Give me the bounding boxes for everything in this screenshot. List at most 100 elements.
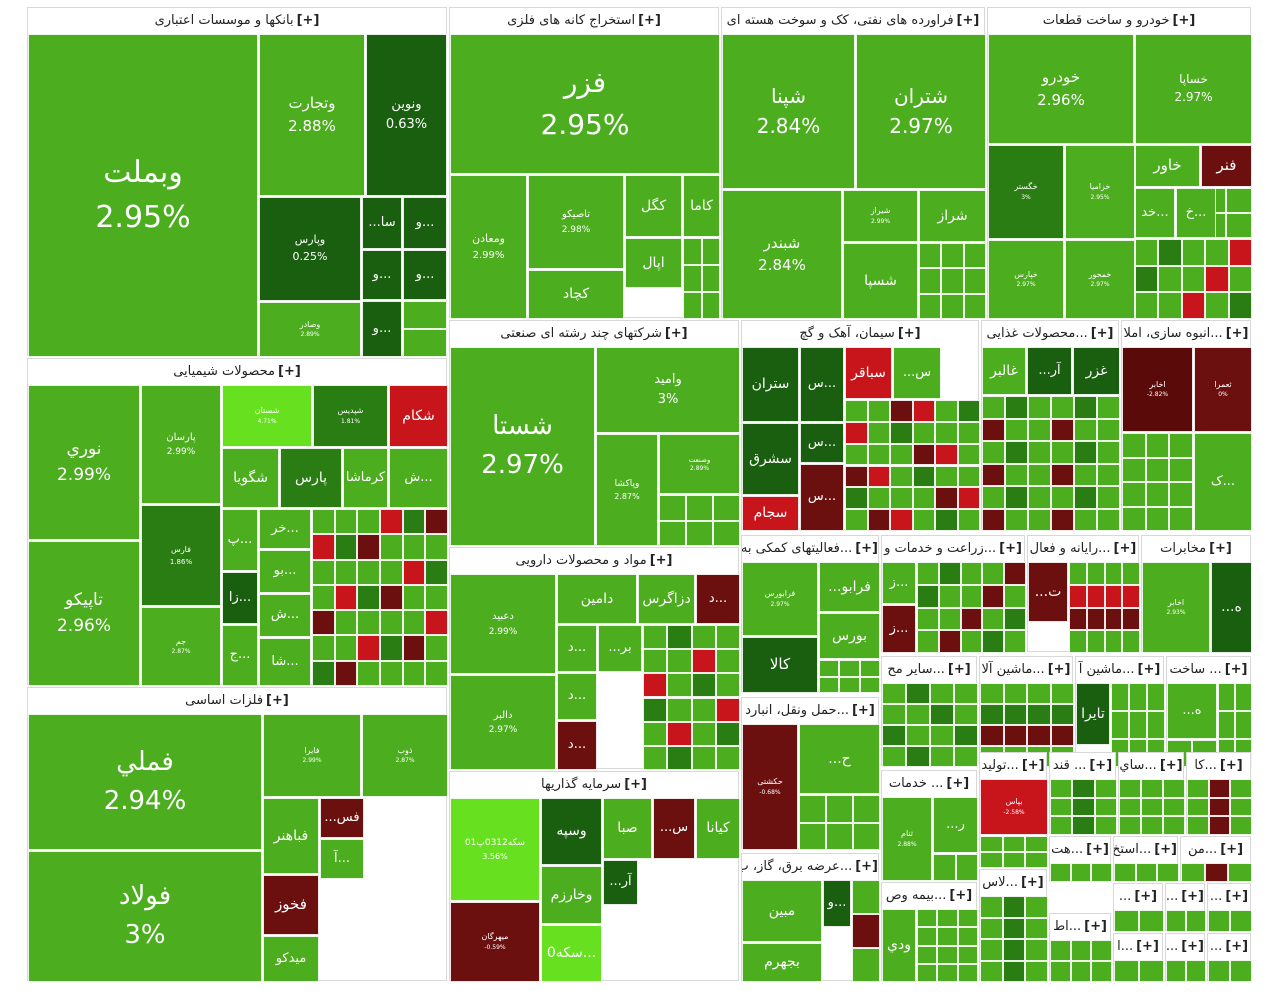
expand-icon[interactable]: [+] <box>638 13 661 28</box>
small-tile[interactable] <box>1104 584 1123 608</box>
small-tile[interactable] <box>1230 960 1252 982</box>
small-tile[interactable] <box>1074 486 1097 509</box>
small-tile[interactable] <box>1069 584 1087 608</box>
small-tile[interactable] <box>1091 863 1112 882</box>
small-tile[interactable] <box>954 704 978 725</box>
small-tile[interactable] <box>667 721 692 746</box>
small-tile[interactable] <box>1050 940 1071 961</box>
small-tile[interactable] <box>334 610 358 636</box>
small-tile[interactable] <box>957 927 978 946</box>
stock-tile[interactable]: شراز <box>919 190 986 242</box>
small-tile[interactable] <box>930 683 954 704</box>
small-tile[interactable] <box>957 963 978 982</box>
small-tile[interactable] <box>917 927 938 946</box>
small-tile[interactable] <box>1069 630 1087 653</box>
small-tile[interactable] <box>912 509 935 531</box>
stock-tile[interactable]: سشرق <box>742 423 799 495</box>
small-tile[interactable] <box>1111 711 1129 739</box>
small-tile[interactable] <box>1163 816 1185 835</box>
small-tile[interactable] <box>667 625 692 650</box>
small-tile[interactable] <box>930 725 954 746</box>
small-tile[interactable] <box>1025 960 1048 982</box>
expand-icon[interactable]: [+] <box>1219 758 1243 773</box>
small-tile[interactable] <box>1230 779 1252 798</box>
small-tile[interactable] <box>982 607 1005 631</box>
small-tile[interactable] <box>1028 486 1051 509</box>
expand-icon[interactable]: [+] <box>1225 326 1249 341</box>
stock-tile[interactable]: ودي <box>882 909 916 982</box>
small-tile[interactable] <box>1135 265 1159 293</box>
small-tile[interactable] <box>957 421 980 444</box>
small-tile[interactable] <box>1086 562 1105 585</box>
small-tile[interactable] <box>982 508 1005 531</box>
stock-tile[interactable]: بپاس -2.58% <box>980 779 1048 835</box>
stock-tile[interactable]: وپاکشا 2.87% <box>596 434 658 546</box>
small-tile[interactable] <box>1074 441 1097 464</box>
small-tile[interactable] <box>960 607 983 631</box>
small-tile[interactable] <box>912 443 935 466</box>
stock-tile[interactable]: شپدیس 1.81% <box>313 385 388 447</box>
small-tile[interactable] <box>882 683 906 704</box>
small-tile[interactable] <box>334 660 358 686</box>
small-tile[interactable] <box>957 945 978 964</box>
stock-tile[interactable]: د... <box>557 673 597 720</box>
small-tile[interactable] <box>667 649 692 674</box>
expand-icon[interactable]: [+] <box>1181 889 1204 904</box>
small-tile[interactable] <box>839 660 860 677</box>
small-tile[interactable] <box>1051 441 1074 464</box>
stock-tile[interactable]: ...ر <box>933 797 978 853</box>
expand-icon[interactable]: [+] <box>1089 758 1113 773</box>
sector-header[interactable]: [+]استخراج کانه های فلزی <box>450 8 718 34</box>
small-tile[interactable] <box>852 948 880 982</box>
small-tile[interactable] <box>667 673 692 698</box>
small-tile[interactable] <box>1086 607 1105 631</box>
sector-header[interactable]: [+]...ا <box>1114 934 1162 960</box>
stock-tile[interactable]: س... <box>800 464 844 531</box>
sector-header[interactable]: [+]... <box>1208 884 1250 910</box>
expand-icon[interactable]: [+] <box>1224 662 1248 677</box>
stock-tile[interactable]: ...بر <box>598 625 642 672</box>
small-tile[interactable] <box>906 725 930 746</box>
small-tile[interactable] <box>935 465 958 488</box>
sector-header[interactable]: [+]... <box>1166 884 1204 910</box>
sector-header[interactable]: [+]... <box>1166 934 1204 960</box>
stock-tile[interactable]: ونوین 0.63% <box>366 34 447 196</box>
small-tile[interactable] <box>1135 863 1158 882</box>
small-tile[interactable] <box>1157 863 1179 882</box>
small-tile[interactable] <box>1003 683 1027 704</box>
small-tile[interactable] <box>826 822 853 850</box>
stock-tile[interactable]: شیراز 2.99% <box>843 190 918 242</box>
small-tile[interactable] <box>980 917 1003 939</box>
small-tile[interactable] <box>1205 239 1229 266</box>
stock-tile[interactable]: خر... <box>259 509 311 549</box>
small-tile[interactable] <box>380 660 403 686</box>
small-tile[interactable] <box>1050 863 1071 882</box>
stock-tile[interactable]: شپنا 2.84% <box>722 34 855 189</box>
small-tile[interactable] <box>715 745 740 770</box>
small-tile[interactable] <box>1028 463 1051 486</box>
small-tile[interactable] <box>357 660 380 686</box>
small-tile[interactable] <box>1070 940 1092 961</box>
small-tile[interactable] <box>380 584 403 611</box>
sector-header[interactable]: [+]...عرضه برق، گاز، ب <box>742 854 878 880</box>
small-tile[interactable] <box>715 697 740 722</box>
small-tile[interactable] <box>425 660 448 686</box>
small-tile[interactable] <box>1226 188 1252 213</box>
small-tile[interactable] <box>882 746 906 767</box>
sector-header[interactable]: [+]خودرو و ساخت قطعات <box>988 8 1250 34</box>
small-tile[interactable] <box>643 625 668 650</box>
small-tile[interactable] <box>1208 797 1231 817</box>
stock-tile[interactable]: حکشتی -0.68% <box>742 724 798 850</box>
small-tile[interactable] <box>1169 482 1193 507</box>
sector-header[interactable]: [+]...محصولات غذایی <box>982 321 1118 347</box>
stock-tile[interactable]: تاپیکو 2.96% <box>28 541 140 686</box>
stock-tile[interactable]: خساپا 2.97% <box>1135 34 1252 144</box>
small-tile[interactable] <box>935 400 958 422</box>
sector-header[interactable]: [+]... قند <box>1050 753 1115 779</box>
small-tile[interactable] <box>1004 584 1026 608</box>
stock-tile[interactable]: وبملت 2.95% <box>28 34 258 357</box>
small-tile[interactable] <box>819 676 840 693</box>
small-tile[interactable] <box>715 673 740 698</box>
expand-icon[interactable]: [+] <box>1209 541 1232 556</box>
small-tile[interactable] <box>1028 508 1051 531</box>
